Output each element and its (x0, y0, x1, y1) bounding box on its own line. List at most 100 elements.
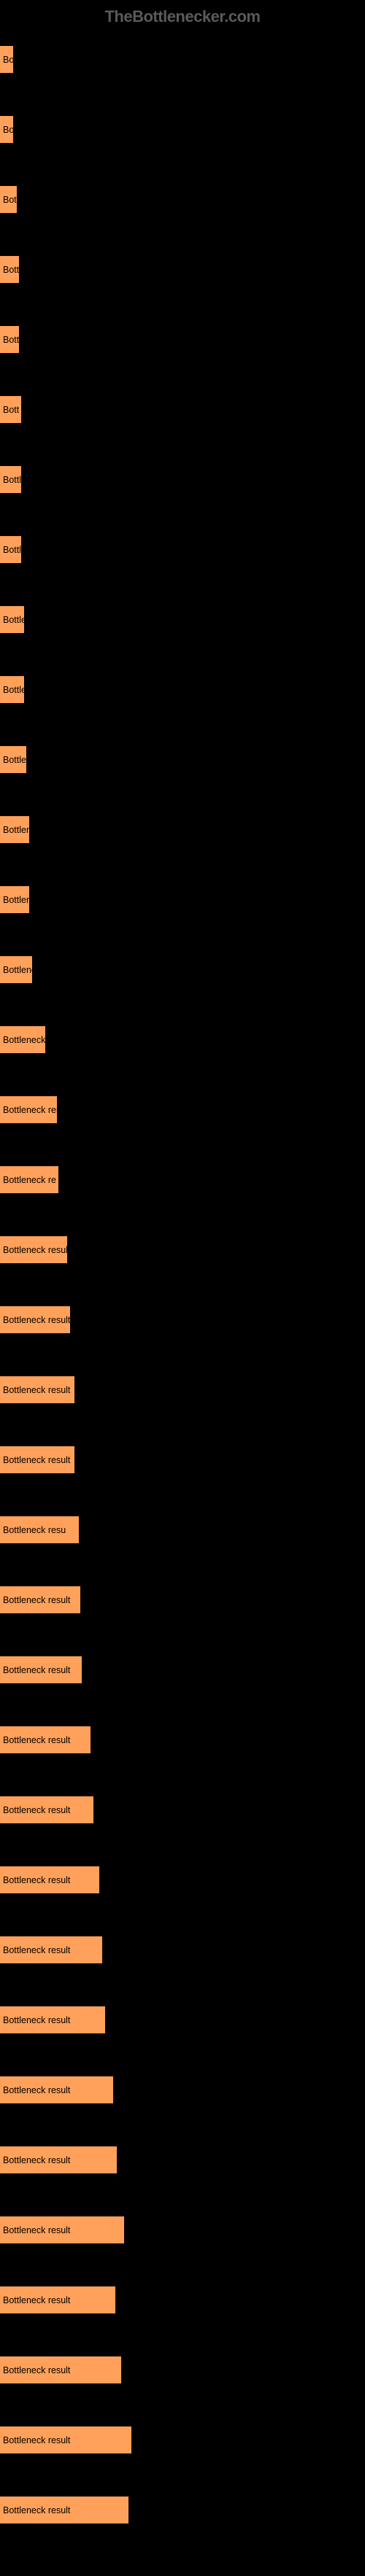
result-bar: Bottleneck re (0, 1166, 58, 1193)
bar-row: Bottleneck result (0, 1651, 365, 1683)
result-bar: Bottlen (0, 816, 29, 843)
tick-mark (0, 1231, 1, 1236)
bar-row: Bottleneck result (0, 1931, 365, 1963)
tick-mark (0, 811, 1, 816)
result-bar: Bo (0, 116, 13, 143)
bar-row: Bottleneck result (0, 2001, 365, 2033)
result-bar: Bottle (0, 676, 24, 703)
result-bar: Bottleneck result (0, 1236, 67, 1263)
result-bar: Bottleneck result (0, 1306, 70, 1333)
tick-mark (0, 2141, 1, 2146)
result-bar: Bottleneck result (0, 2356, 121, 2383)
result-bar: Bottle (0, 746, 26, 773)
result-bar: Bo (0, 46, 13, 73)
bar-row: Bottleneck result (0, 2141, 365, 2173)
result-bar: Bottleneck resi (0, 1096, 57, 1123)
result-bar: Bottleneck result (0, 2006, 105, 2033)
result-bar: Bottleneck (0, 1026, 45, 1053)
bar-row: Bott (0, 251, 365, 283)
bar-row: Bottle (0, 741, 365, 773)
bar-row: Bottleneck result (0, 1441, 365, 1473)
bar-row: Bottleneck result (0, 1231, 365, 1263)
bar-row: Bottleneck result (0, 1721, 365, 1753)
result-bar: Bottleneck result (0, 2497, 128, 2523)
tick-mark (0, 461, 1, 466)
bar-row: Bottleneck (0, 1021, 365, 1053)
result-bar: Bottleneck resu (0, 1516, 79, 1543)
watermark-text: TheBottlenecker.com (0, 0, 365, 41)
bar-row: Bottleneck result (0, 2071, 365, 2103)
bar-row: Bottleneck result (0, 2491, 365, 2523)
tick-mark (0, 741, 1, 746)
result-bar: Bott (0, 326, 19, 353)
result-bar: Bot (0, 186, 17, 213)
bar-row: Bottle (0, 671, 365, 703)
tick-mark (0, 1581, 1, 1586)
tick-mark (0, 391, 1, 396)
result-bar: Bott (0, 396, 21, 423)
result-bar: Bottleneck result (0, 2286, 115, 2313)
bar-row: Bottlen (0, 811, 365, 843)
tick-mark (0, 111, 1, 116)
bar-row: Bot (0, 181, 365, 213)
tick-mark (0, 41, 1, 46)
result-bar: Bottlene (0, 956, 32, 983)
tick-mark (0, 2421, 1, 2426)
result-bar: Bottlen (0, 886, 29, 913)
bar-row: Bottleneck result (0, 2281, 365, 2313)
tick-mark (0, 2281, 1, 2286)
bar-row: Bottl (0, 461, 365, 493)
tick-mark (0, 2491, 1, 2497)
tick-mark (0, 601, 1, 606)
tick-mark (0, 2351, 1, 2356)
tick-mark (0, 1791, 1, 1796)
result-bar: Bottleneck result (0, 1376, 74, 1403)
bar-row: Bottleneck result (0, 2351, 365, 2383)
result-bar: Bottleneck result (0, 1726, 91, 1753)
result-bar: Bottleneck result (0, 1656, 82, 1683)
bar-row: Bottleneck result (0, 2421, 365, 2453)
result-bar: Bottleneck result (0, 2146, 117, 2173)
tick-mark (0, 321, 1, 326)
tick-mark (0, 181, 1, 186)
tick-mark (0, 251, 1, 256)
tick-mark (0, 671, 1, 676)
tick-mark (0, 1091, 1, 1096)
bar-row: Bottleneck re (0, 1161, 365, 1193)
result-bar: Bottl (0, 536, 21, 563)
bar-row: Bottleneck result (0, 1581, 365, 1613)
bar-row: Bottleneck resi (0, 1091, 365, 1123)
result-bar: Bottle (0, 606, 24, 633)
bar-row: Bottleneck result (0, 1301, 365, 1333)
result-bar: Bottl (0, 466, 21, 493)
result-bar: Bottleneck result (0, 1446, 74, 1473)
tick-mark (0, 1021, 1, 1026)
tick-mark (0, 531, 1, 536)
tick-mark (0, 951, 1, 956)
bar-row: Bottleneck result (0, 1791, 365, 1823)
bar-row: Bott (0, 391, 365, 423)
bar-row: Bottle (0, 601, 365, 633)
bar-row: Bottlene (0, 951, 365, 983)
bar-row: Bottlen (0, 881, 365, 913)
tick-mark (0, 1371, 1, 1376)
result-bar: Bottleneck result (0, 1796, 93, 1823)
tick-mark (0, 2001, 1, 2006)
result-bar: Bottleneck result (0, 2076, 113, 2103)
bar-row: Bott (0, 321, 365, 353)
bar-row: Bottleneck result (0, 2211, 365, 2243)
result-bar: Bottleneck result (0, 2216, 124, 2243)
tick-mark (0, 1301, 1, 1306)
tick-mark (0, 1721, 1, 1726)
bar-row: Bottleneck result (0, 1371, 365, 1403)
result-bar: Bottleneck result (0, 1586, 80, 1613)
bar-row: Bo (0, 111, 365, 143)
tick-mark (0, 2071, 1, 2076)
result-bar: Bottleneck result (0, 2426, 131, 2453)
result-bar: Bott (0, 256, 19, 283)
bar-row: Bottleneck resu (0, 1511, 365, 1543)
tick-mark (0, 1931, 1, 1936)
tick-mark (0, 2211, 1, 2216)
bottleneck-bar-chart: Bo Bo Bot Bott Bott Bott Bottl Bottl Bottle Bottl… (0, 41, 365, 2576)
tick-mark (0, 1511, 1, 1516)
